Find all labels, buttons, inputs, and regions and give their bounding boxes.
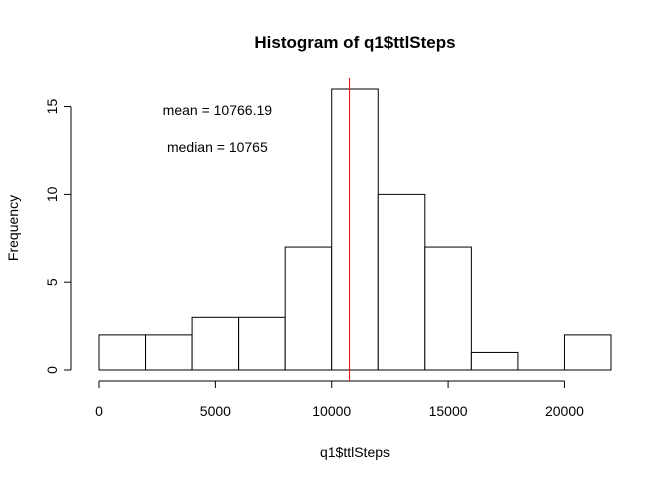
histogram-bar (98, 334, 147, 371)
histogram-bar (238, 316, 286, 371)
stat-annotation: mean = 10766.19 (163, 102, 273, 118)
annotations-group: mean = 10766.19 median = 10765 (163, 102, 273, 155)
x-axis: 0 5000 10000 15000 20000 (95, 380, 584, 419)
x-tick-label: 20000 (545, 403, 584, 419)
histogram-bar (331, 88, 379, 371)
histogram-bar (284, 246, 333, 371)
histogram-bar (563, 334, 612, 371)
y-tick-label: 15 (44, 99, 60, 115)
histogram-bar (377, 193, 426, 371)
histogram-bar (145, 334, 193, 371)
y-tick-label: 10 (44, 186, 60, 202)
histogram-bar (191, 316, 240, 371)
y-tick-label: 0 (44, 366, 60, 374)
stat-annotation: median = 10765 (167, 139, 268, 155)
bars-group (98, 88, 612, 371)
histogram-bar (470, 351, 519, 371)
x-axis-label: q1$ttlSteps (320, 444, 390, 460)
y-axis-label: Frequency (5, 195, 21, 261)
y-tick-label: 5 (44, 278, 60, 286)
x-tick-label: 15000 (429, 403, 468, 419)
x-tick-label: 10000 (312, 403, 351, 419)
y-axis: 0 5 10 15 (44, 99, 72, 374)
x-tick-label: 5000 (200, 403, 231, 419)
histogram-bar (424, 246, 472, 371)
x-tick-label: 0 (95, 403, 103, 419)
chart-title: Histogram of q1$ttlSteps (254, 33, 455, 52)
